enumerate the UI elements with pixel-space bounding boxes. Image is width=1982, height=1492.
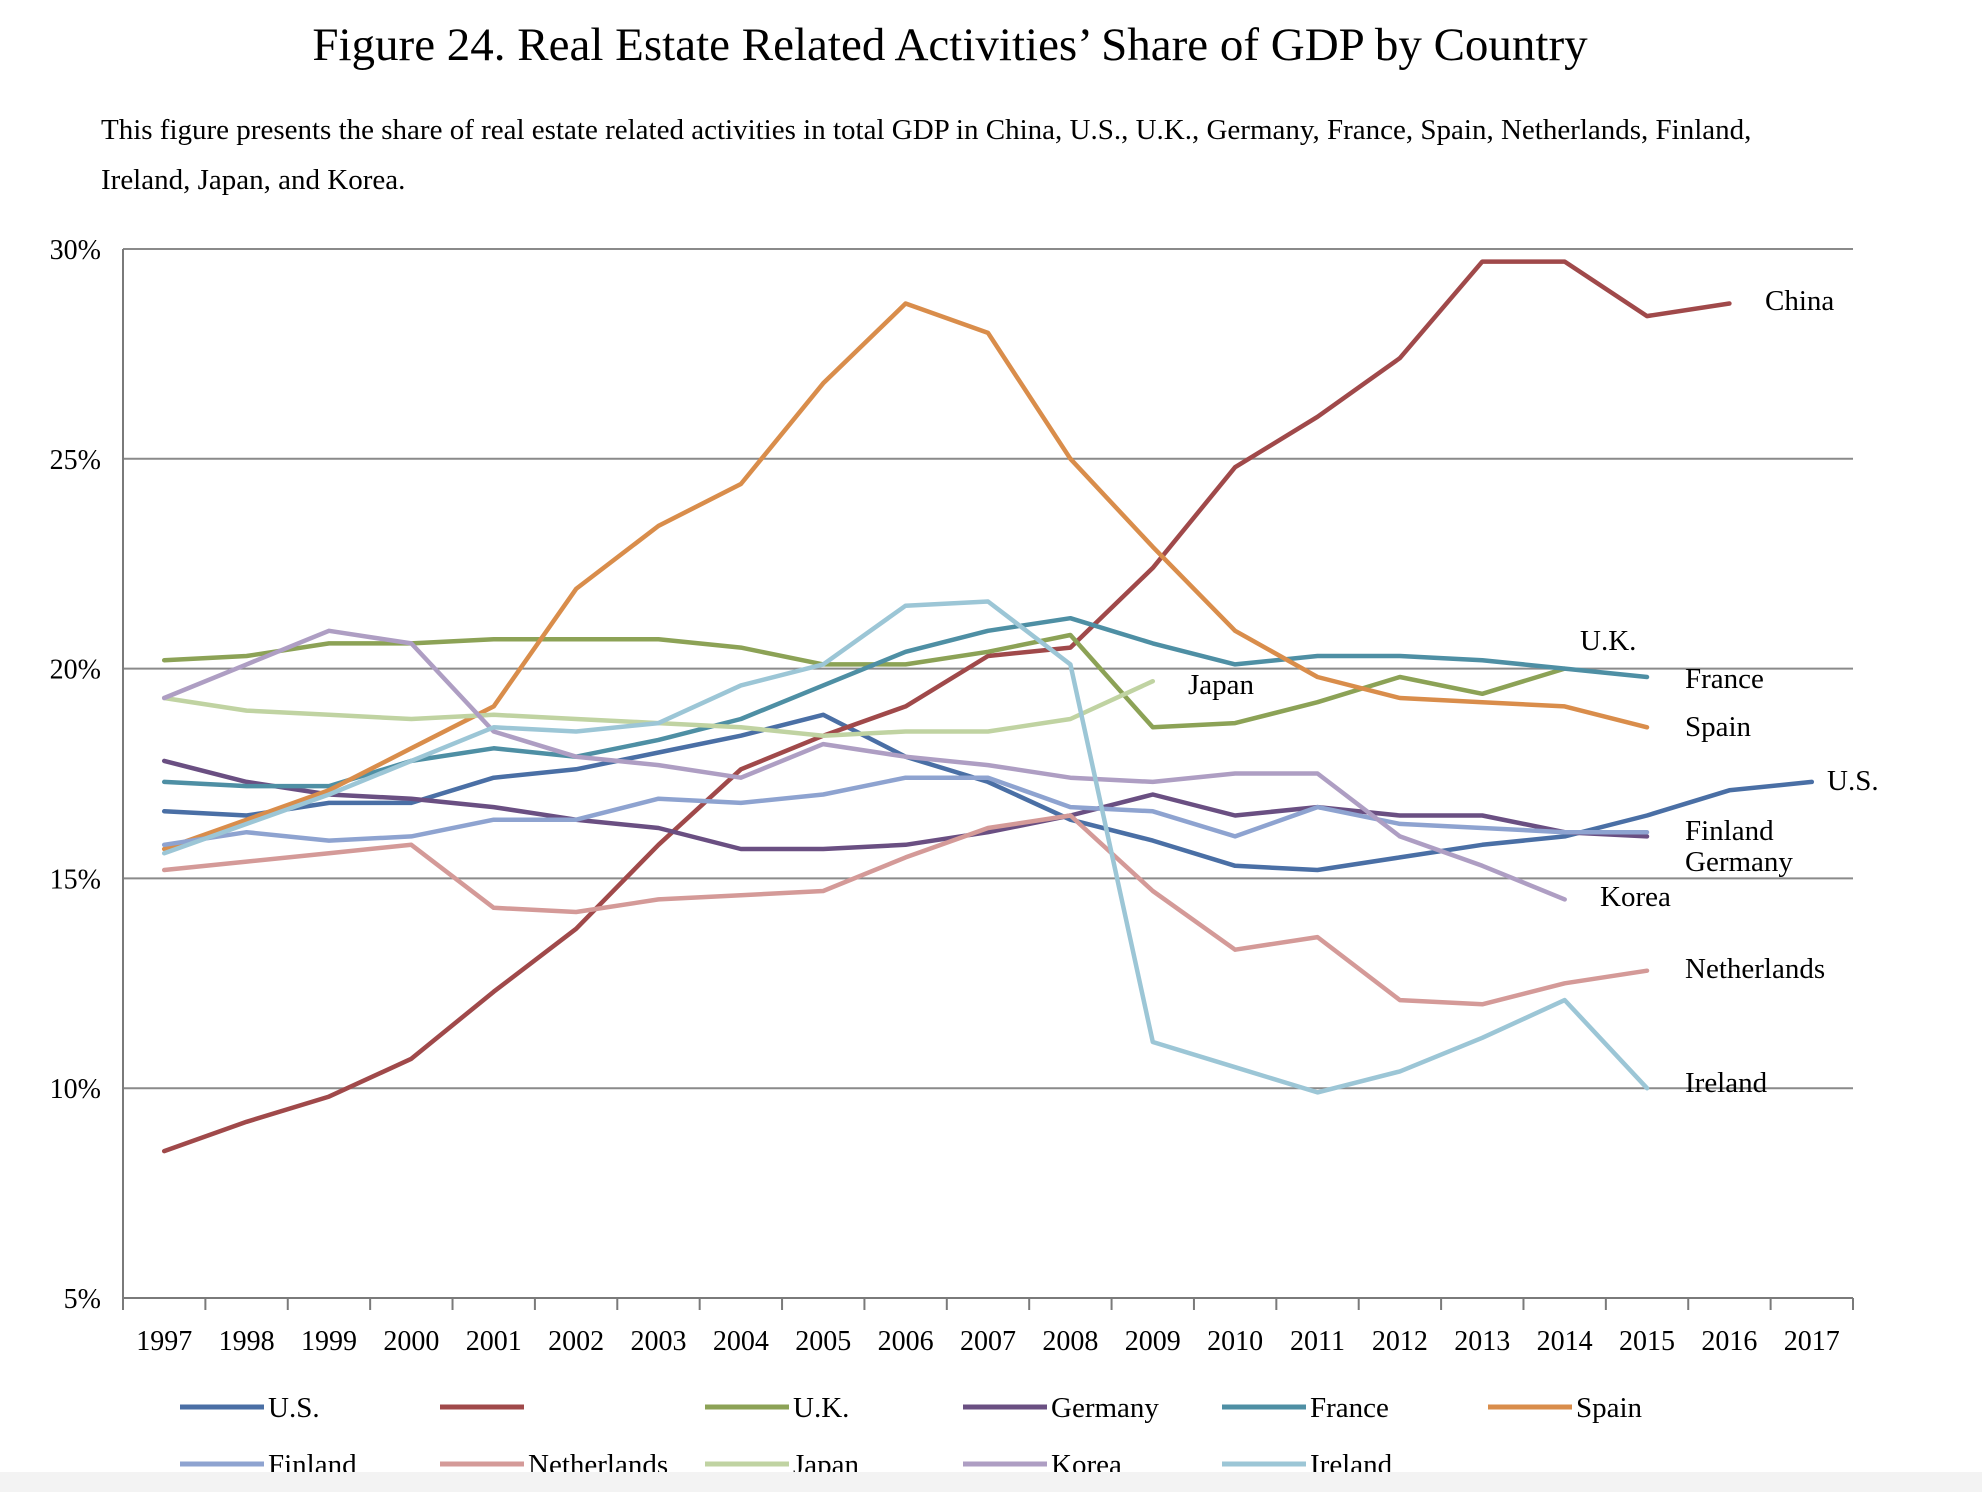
- axes: 5% 10% 15% 20% 25% 30% 1997 1998 1999 2000 2001 200…: [50, 235, 1854, 1357]
- figure-subtitle: This figure presents the share of real e…: [101, 114, 1752, 196]
- series-line-finland: [161, 775, 1650, 848]
- x-tick-label: 2010: [1207, 1326, 1263, 1357]
- series-line-netherlands: [161, 813, 1650, 1007]
- legend-label: Spain: [1576, 1392, 1643, 1424]
- x-tick-label: 2000: [383, 1326, 439, 1357]
- x-tick-label: 2015: [1619, 1326, 1675, 1357]
- series-line-spain: [161, 301, 1650, 852]
- series-end-label: U.K.: [1580, 625, 1636, 657]
- x-tick-label: 2012: [1372, 1326, 1428, 1357]
- series-end-label: France: [1685, 663, 1764, 695]
- legend-label: U.S.: [268, 1392, 320, 1424]
- series-end-label: Germany: [1685, 846, 1793, 878]
- grid-lines: [123, 248, 1853, 1090]
- x-tick-label: 2007: [960, 1326, 1016, 1357]
- x-tick-label: 1999: [301, 1326, 357, 1357]
- x-tick-label: 2004: [713, 1326, 769, 1357]
- x-tick-label: 2016: [1701, 1326, 1757, 1357]
- y-tick-label: 5%: [64, 1284, 101, 1315]
- x-tick-label: 1997: [136, 1326, 192, 1357]
- x-tick-label: 2003: [630, 1326, 686, 1357]
- x-tick-label: 1998: [219, 1326, 275, 1357]
- series-line-china: [161, 259, 1732, 1154]
- series-end-label: U.S.: [1827, 765, 1879, 797]
- series-line-japan: [161, 678, 1156, 738]
- series-end-label: Japan: [1188, 669, 1255, 701]
- y-tick-label: 30%: [50, 235, 101, 266]
- x-tick-label: 2011: [1290, 1326, 1345, 1357]
- series-line-uk: [161, 632, 1567, 730]
- series-end-label: Spain: [1685, 711, 1752, 743]
- y-tick-label: 15%: [50, 864, 101, 895]
- figure-title: Figure 24. Real Estate Related Activitie…: [312, 19, 1588, 71]
- series-end-labels: U.S. China U.K. Germany France Spain Finland Ne…: [1188, 285, 1879, 1099]
- y-tick-label: 25%: [50, 445, 101, 476]
- x-tick-label: 2006: [878, 1326, 934, 1357]
- y-tick-label: 10%: [50, 1074, 101, 1105]
- series-end-label: Finland: [1685, 815, 1774, 847]
- x-tick-label: 2008: [1042, 1326, 1098, 1357]
- x-tick-label: 2001: [466, 1326, 522, 1357]
- x-tick-label: 2005: [795, 1326, 851, 1357]
- series-end-label: Korea: [1600, 881, 1671, 913]
- legend-label: U.K.: [793, 1392, 849, 1424]
- x-tick-label: 2002: [548, 1326, 604, 1357]
- x-tick-label: 2017: [1784, 1326, 1840, 1357]
- series-lines: [161, 259, 1815, 1154]
- legend-label: France: [1310, 1392, 1389, 1424]
- y-tick-label: 20%: [50, 655, 101, 686]
- bottom-strip: [0, 1472, 1982, 1492]
- series-line-us: [161, 712, 1815, 873]
- series-line-korea: [161, 628, 1567, 902]
- x-tick-label: 2013: [1454, 1326, 1510, 1357]
- series-line-germany: [161, 758, 1650, 852]
- x-tick-label: 2014: [1537, 1326, 1593, 1357]
- x-tick-label: 2009: [1125, 1326, 1181, 1357]
- legend-label: Germany: [1051, 1392, 1159, 1424]
- series-end-label: Netherlands: [1685, 953, 1825, 985]
- series-end-label: Ireland: [1685, 1067, 1768, 1099]
- series-end-label: China: [1765, 285, 1834, 317]
- series-line-ireland: [161, 599, 1650, 1095]
